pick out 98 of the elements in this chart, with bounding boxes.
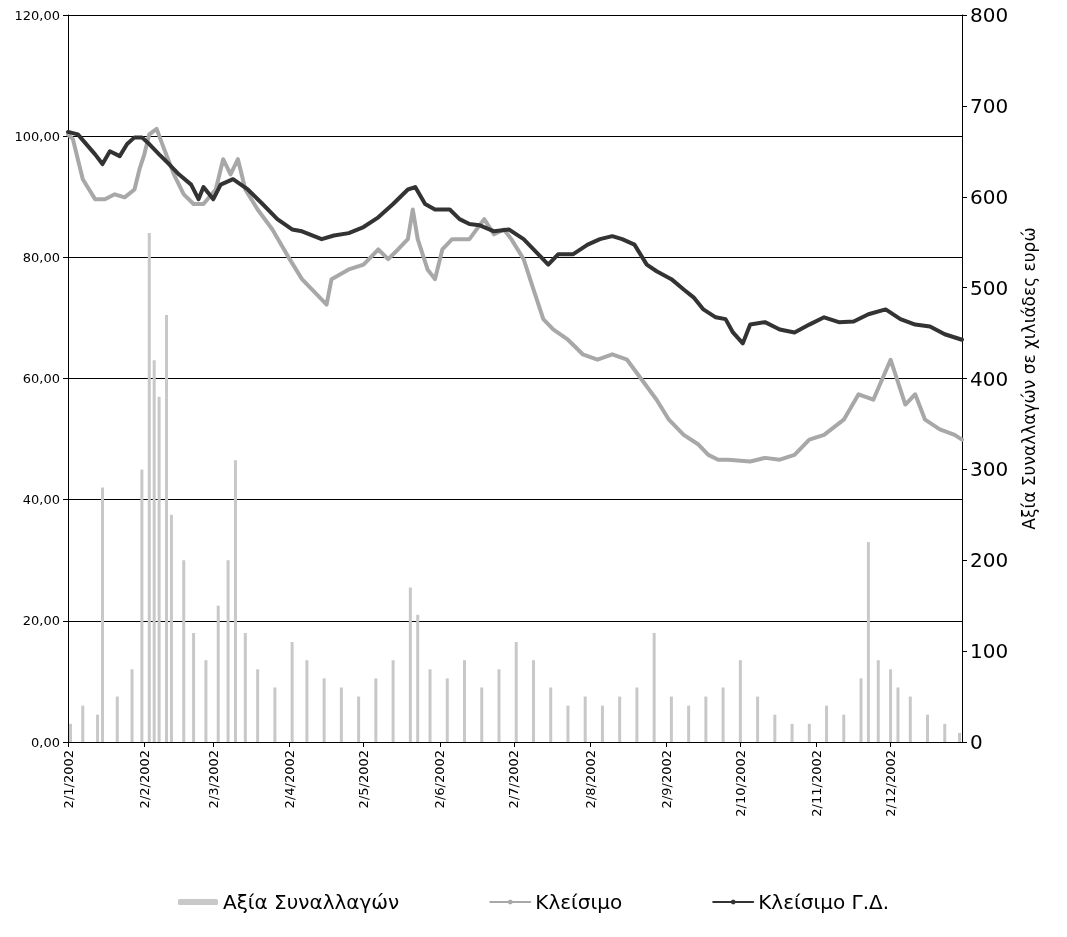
y-tick-label: 20,00 <box>22 613 60 629</box>
bar <box>374 678 378 742</box>
legend-label: Αξία Συναλλαγών <box>222 890 400 914</box>
bar <box>652 632 656 742</box>
y2-tick-label: 400 <box>970 366 1009 391</box>
bar <box>876 660 880 742</box>
bar <box>790 723 794 742</box>
bar <box>926 714 930 742</box>
bar <box>514 642 518 742</box>
bar <box>549 687 553 742</box>
bar <box>896 687 900 742</box>
bar <box>635 687 639 742</box>
bar <box>908 696 912 742</box>
x-tick-label: 2/7/2002 <box>506 750 522 809</box>
bar <box>204 660 208 742</box>
bar <box>531 660 535 742</box>
bar <box>243 632 247 742</box>
bar <box>738 660 742 742</box>
bar <box>357 696 361 742</box>
bar <box>618 696 622 742</box>
bar <box>463 660 467 742</box>
bar <box>408 587 412 742</box>
bar <box>773 714 777 742</box>
bar <box>290 642 294 742</box>
y2-tick-label: 800 <box>970 3 1009 27</box>
y2-tick-label: 200 <box>970 548 1009 573</box>
bar <box>445 678 449 742</box>
y-tick-label: 40,00 <box>22 492 60 508</box>
bar <box>147 233 151 742</box>
bar <box>391 660 395 742</box>
bar <box>958 732 962 742</box>
bar <box>68 723 72 742</box>
line-series <box>66 126 964 464</box>
y-tick-label: 120,00 <box>14 7 60 23</box>
bar <box>480 687 484 742</box>
bar <box>600 705 604 742</box>
bar <box>182 560 186 742</box>
x-tick-label: 2/1/2002 <box>60 750 76 809</box>
bar <box>339 687 343 742</box>
line-series <box>66 129 964 346</box>
bar <box>669 696 673 742</box>
bar <box>807 723 811 742</box>
bar <box>157 396 161 742</box>
y2-tick-label: 700 <box>970 93 1009 118</box>
y-tick-label: 80,00 <box>22 249 60 265</box>
x-tick-label: 2/4/2002 <box>282 750 298 809</box>
bar <box>756 696 760 742</box>
bar <box>825 705 829 742</box>
y2-tick-label: 100 <box>970 639 1009 664</box>
bar <box>428 669 432 742</box>
bar <box>169 514 173 742</box>
bar <box>152 360 156 742</box>
bar <box>226 560 230 742</box>
bar <box>256 669 260 742</box>
bar <box>566 705 570 742</box>
bar <box>842 714 846 742</box>
bar <box>721 687 725 742</box>
bar <box>233 460 237 742</box>
legend-label: Κλείσιμο Γ.Δ. <box>758 890 890 914</box>
bar <box>889 669 893 742</box>
bar <box>192 632 196 742</box>
y-tick-label: 60,00 <box>22 371 60 386</box>
bar <box>322 678 326 742</box>
bar <box>687 705 691 742</box>
bar <box>273 687 277 742</box>
bar <box>140 469 144 742</box>
x-tick-label: 2/12/2002 <box>883 750 899 817</box>
x-tick-label: 2/11/2002 <box>809 750 825 817</box>
bar <box>497 669 501 742</box>
y2-tick-label: 0 <box>970 730 983 754</box>
bar <box>859 678 863 742</box>
bar <box>704 696 708 742</box>
x-tick-label: 2/3/2002 <box>205 750 221 809</box>
x-tick-label: 2/10/2002 <box>732 750 748 817</box>
bar <box>130 669 134 742</box>
bar <box>96 714 100 742</box>
x-tick-label: 2/8/2002 <box>582 750 598 809</box>
bar <box>583 696 587 742</box>
y2-tick-label: 300 <box>970 457 1009 482</box>
bar <box>115 696 119 742</box>
bar <box>866 542 870 742</box>
legend-label: Κλείσιμο <box>535 890 623 914</box>
bar <box>943 723 947 742</box>
bar <box>305 660 309 742</box>
bar <box>81 705 85 742</box>
x-tick-label: 2/6/2002 <box>432 750 448 809</box>
x-tick-label: 2/2/2002 <box>136 750 152 809</box>
bar <box>100 487 104 742</box>
y-tick-label: 100,00 <box>14 128 60 144</box>
y-tick-label: 0,00 <box>31 734 60 750</box>
y2-axis-title: Αξία Συναλλαγών σε χιλιάδες ευρώ <box>1018 227 1039 530</box>
y2-tick-label: 500 <box>970 275 1009 300</box>
x-tick-label: 2/9/2002 <box>658 750 674 809</box>
x-tick-label: 2/5/2002 <box>356 750 372 809</box>
bar <box>216 605 220 742</box>
y2-tick-label: 600 <box>970 184 1009 209</box>
bar <box>165 314 169 742</box>
bar <box>416 614 420 742</box>
